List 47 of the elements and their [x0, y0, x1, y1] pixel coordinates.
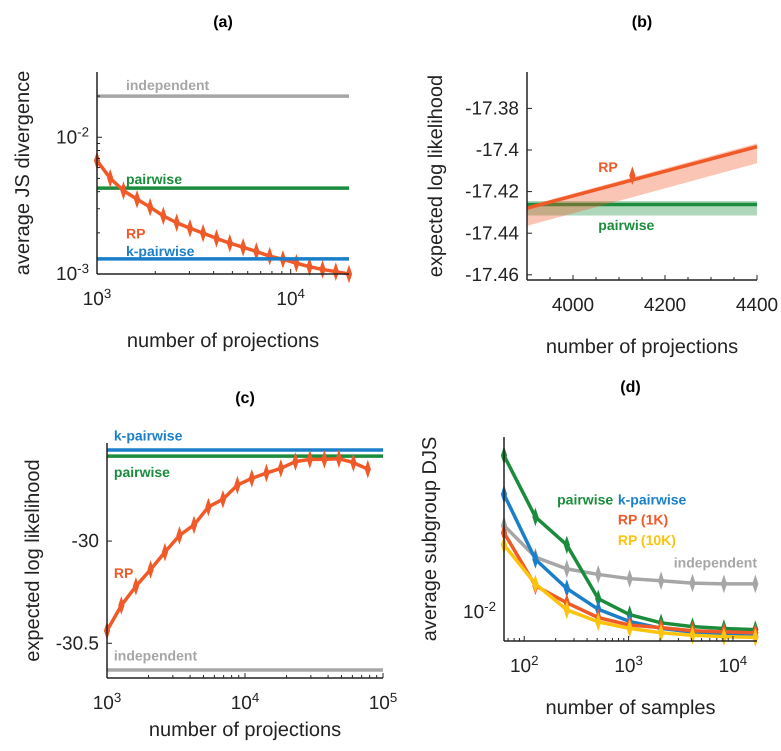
x-tick-label: 10$^{2}$ — [510, 652, 538, 678]
x-tick-label: 10$^{4}$ — [718, 652, 748, 678]
x-axis-title: number of projections — [126, 330, 320, 352]
y-tick-label: 10$^{-3}$ — [56, 260, 89, 286]
x-tick-label: 10$^{5}$ — [368, 690, 398, 714]
y-axis-title: expected log likelihood — [425, 74, 447, 278]
x-tick-label: 4200 — [644, 295, 686, 316]
series-label: independent — [114, 647, 198, 664]
y-axis-title: expected log likelihood — [22, 459, 44, 662]
series-label: pairwise — [557, 491, 614, 508]
series-label: RP — [126, 226, 146, 242]
text: RP (1K) — [618, 512, 668, 528]
x-axis-title: number of projections — [148, 719, 342, 741]
series-label: RP — [598, 158, 618, 175]
text: RP (10K) — [618, 532, 676, 548]
series-label: pairwise — [114, 464, 170, 480]
chart-title: (c) — [235, 390, 255, 407]
series-label: independent — [674, 554, 758, 571]
chart-title: (d) — [620, 379, 641, 396]
y-axis-title: average JS divergence — [12, 70, 34, 276]
series-label: RP — [114, 565, 134, 582]
series-label: k-pairwise — [126, 242, 195, 259]
y-tick-label: -17.38 — [465, 98, 519, 120]
x-tick-label: 10$^{3}$ — [614, 652, 643, 678]
series-label: independent — [126, 77, 210, 94]
text: k-pairwise — [618, 491, 687, 508]
x-tick-label: 10$^{4}$ — [230, 690, 260, 714]
x-tick-label: 10$^{3}$ — [82, 286, 112, 310]
chart-title: (b) — [632, 14, 652, 31]
x-tick-label: 4400 — [736, 295, 778, 316]
x-axis-title: number of projections — [546, 336, 738, 358]
y-tick-label: -17.4 — [476, 140, 520, 162]
y-axis-title: average subgroup DJS — [419, 436, 441, 642]
y-tick-label: -17.46 — [465, 264, 519, 286]
y-tick-label: -30 — [72, 531, 99, 552]
y-tick-label: 10$^{-2}$ — [56, 124, 89, 148]
x-tick-label: 4000 — [552, 295, 594, 316]
x-tick-label: 10$^{3}$ — [92, 690, 122, 714]
chart-title: (a) — [213, 14, 233, 31]
x-tick-label: 10$^{4}$ — [276, 286, 305, 310]
y-tick-label: -17.42 — [465, 182, 519, 203]
x-axis-title: number of samples — [545, 697, 716, 719]
y-tick-label: -30.5 — [56, 633, 99, 654]
series-label: k-pairwise — [114, 428, 183, 444]
y-tick-label: -17.44 — [465, 223, 520, 244]
series-label: pairwise — [598, 217, 655, 234]
series-label: pairwise — [126, 171, 182, 188]
